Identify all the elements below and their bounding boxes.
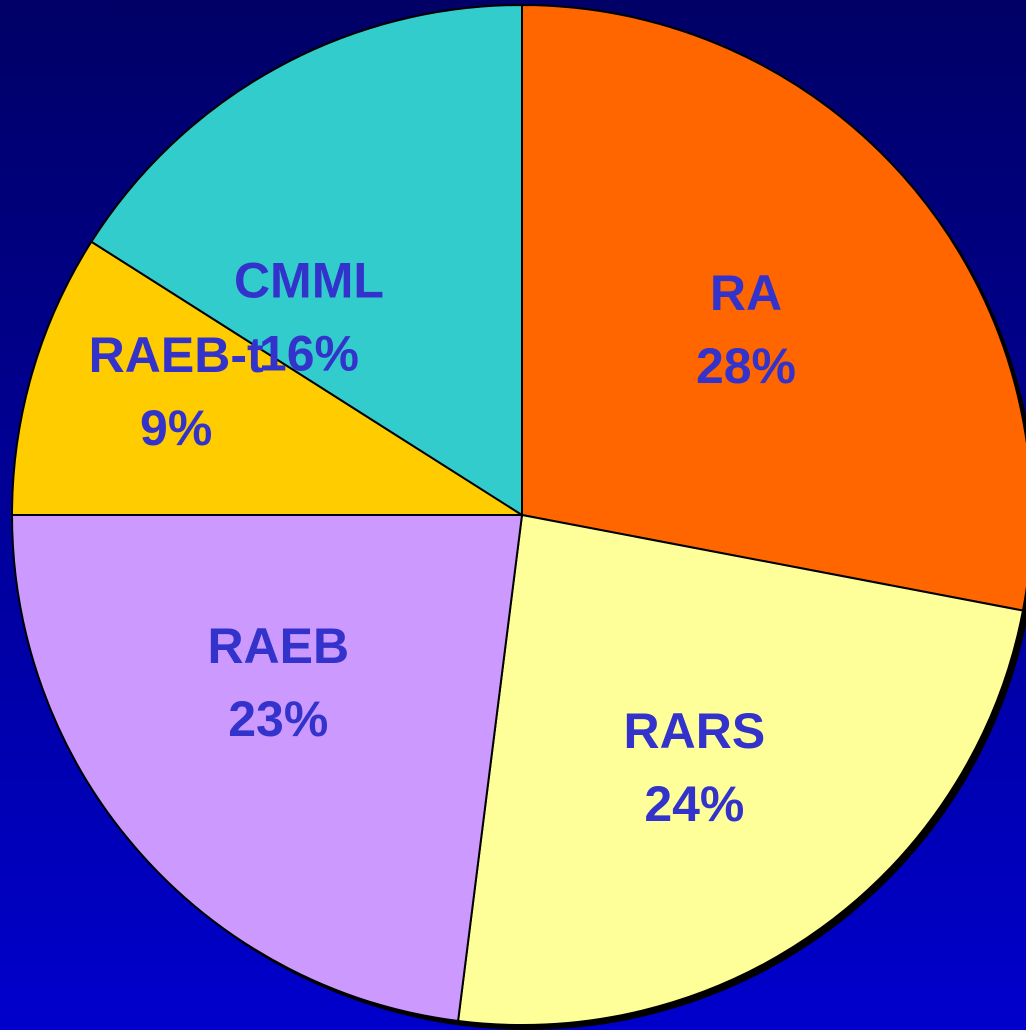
slice-category-label: RAEB: [207, 618, 349, 674]
slice-category-label: RARS: [624, 703, 766, 759]
pie-slice: [90, 3, 523, 517]
pie-slice: [10, 240, 526, 516]
slices: [10, 3, 1026, 1026]
slice-value-label: 16%: [259, 325, 359, 381]
slice-category-label: RAEB-t: [89, 327, 264, 383]
slice-category-label: RA: [710, 265, 782, 321]
slice-value-label: 9%: [140, 400, 212, 456]
slice-value-label: 23%: [228, 691, 328, 747]
pie-slice: [521, 3, 1026, 612]
slice-value-label: 28%: [696, 338, 796, 394]
pie-slice: [10, 514, 524, 1023]
slice-value-label: 24%: [644, 776, 744, 832]
pie-slice: [456, 513, 1025, 1026]
labels: RA 28% RARS 24% RAEB 23% RAEB-t 9% CMML 16%: [89, 252, 796, 832]
slice-category-label: CMML: [234, 252, 384, 308]
